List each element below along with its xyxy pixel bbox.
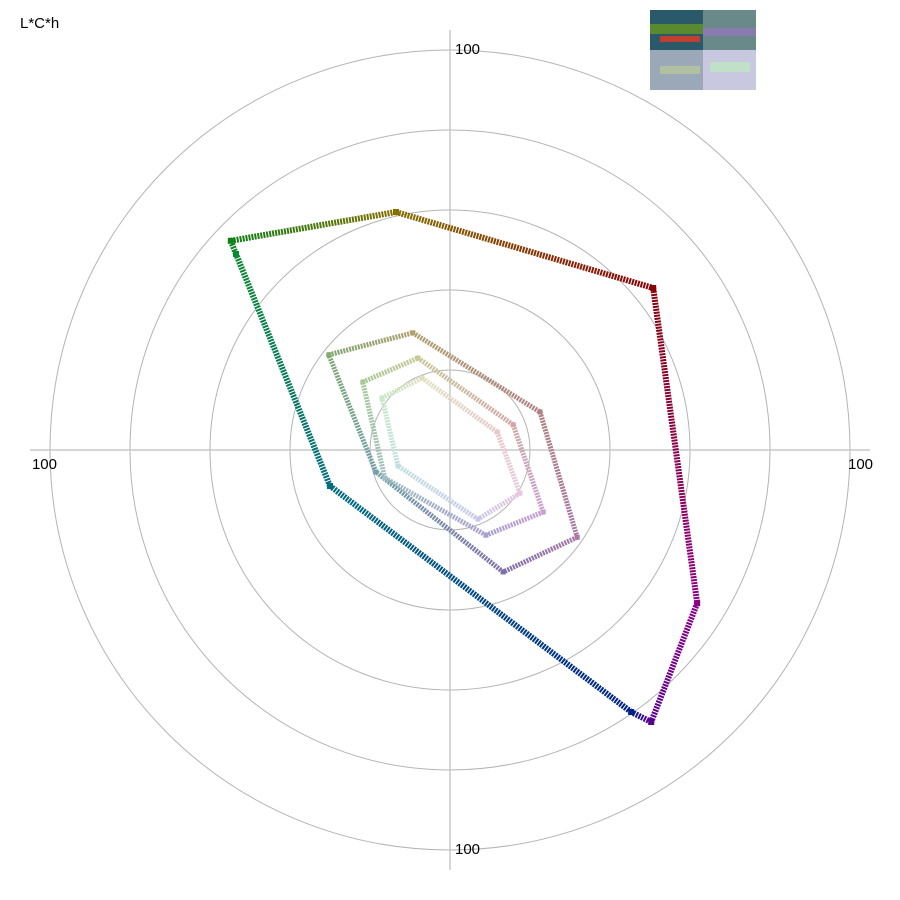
vertex (395, 463, 401, 469)
vertex (694, 600, 701, 607)
r-tick-label: 100 (455, 841, 480, 858)
vertex (510, 422, 516, 428)
vertex (475, 516, 481, 522)
r-tick-label: 100 (848, 456, 873, 473)
vertex (360, 379, 366, 385)
loop-segment (360, 381, 388, 479)
vertex (233, 251, 239, 257)
loop-segment (328, 483, 634, 715)
vertex (540, 509, 546, 515)
loop-segment (420, 375, 499, 435)
loop-segment (328, 330, 414, 358)
loop (326, 330, 580, 575)
vertex (628, 709, 635, 715)
vertex (419, 375, 425, 381)
loop-segment (648, 602, 700, 724)
loop-segment (380, 375, 424, 401)
vertex (648, 719, 655, 725)
vertex (327, 483, 333, 489)
loop-segment (396, 463, 480, 522)
loop-segment (379, 397, 401, 467)
vertex (326, 352, 332, 358)
loop-segment (233, 252, 333, 488)
vertex (382, 475, 388, 481)
loop-segment (494, 431, 523, 495)
loop-segment (476, 491, 522, 522)
loop-segment (361, 355, 419, 385)
loop-segment (485, 509, 545, 538)
loop-segment (629, 709, 653, 725)
vertex (500, 569, 506, 575)
chart-title: L*C*h (20, 15, 59, 32)
vertex (537, 409, 543, 415)
loop-segment (650, 287, 701, 604)
r-tick-label: 100 (455, 41, 480, 58)
loop (360, 355, 546, 538)
loop-segment (411, 330, 542, 415)
vertex (379, 395, 385, 401)
thumbnail (650, 10, 756, 90)
vertex (517, 490, 523, 496)
vertex (650, 285, 657, 291)
loop-segment (537, 411, 580, 538)
vertex (410, 330, 416, 336)
loop-segment (502, 534, 579, 575)
loop (227, 209, 701, 725)
vertex (574, 534, 580, 540)
vertex (415, 355, 421, 361)
loop-segment (230, 209, 397, 244)
vertex (227, 237, 234, 244)
loop-segment (383, 475, 488, 538)
loop-segment (416, 355, 515, 427)
loop (379, 375, 523, 522)
loop-segment (228, 239, 239, 256)
vertex (494, 429, 500, 435)
loop-segment (395, 209, 655, 291)
vertex (393, 209, 399, 215)
vertex (483, 532, 489, 538)
r-tick-label: 100 (32, 456, 57, 473)
loop-segment (326, 353, 379, 473)
vertex (373, 469, 379, 475)
loop-segment (510, 423, 546, 513)
